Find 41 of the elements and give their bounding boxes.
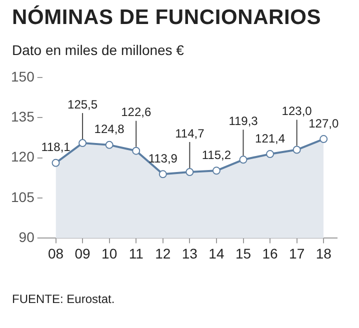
point xyxy=(52,158,60,167)
y-tick-label: 105 xyxy=(11,188,35,205)
point xyxy=(239,156,248,164)
x-tick-label: 14 xyxy=(208,245,224,262)
text: 122,6 xyxy=(121,105,152,120)
chart-title: NÓMINAS DE FUNCIONARIOS xyxy=(12,6,322,30)
text: 125,5 xyxy=(68,97,98,112)
point xyxy=(158,170,167,178)
x-tick-label: 18 xyxy=(316,245,332,262)
point xyxy=(292,146,301,154)
point xyxy=(132,146,140,155)
text: 113,9 xyxy=(148,151,178,166)
text: 114,7 xyxy=(175,126,204,140)
source-note: FUENTE: Eurostat. xyxy=(12,292,115,306)
text: 121,4 xyxy=(255,131,286,146)
text: 115,2 xyxy=(202,148,232,162)
point xyxy=(212,166,220,175)
point xyxy=(186,168,194,176)
y-tick-label: 120 xyxy=(11,148,35,165)
y-tick-label: 135 xyxy=(11,108,35,124)
y-tick-label: 150 xyxy=(11,68,35,84)
x-tick-label: 15 xyxy=(235,245,252,262)
point xyxy=(266,150,274,158)
y-tick-label: 90 xyxy=(18,229,35,246)
x-tick-label: 08 xyxy=(48,245,64,262)
x-tick-label: 12 xyxy=(155,245,171,262)
text: 118,1 xyxy=(41,140,70,154)
x-tick-label: 10 xyxy=(102,245,118,262)
x-tick-label: 11 xyxy=(128,245,144,262)
point xyxy=(78,139,87,148)
text: 123,0 xyxy=(282,104,312,118)
x-tick-label: 17 xyxy=(289,245,305,262)
text: 127,0 xyxy=(308,116,339,130)
chart-subtitle: Dato en miles de millones € xyxy=(12,42,184,58)
text: 124,8 xyxy=(94,122,124,136)
point xyxy=(105,140,114,149)
point xyxy=(320,135,328,144)
x-tick-label: 16 xyxy=(262,245,278,262)
x-tick-label: 09 xyxy=(74,245,91,262)
x-tick-label: 13 xyxy=(182,245,198,262)
text: 119,3 xyxy=(228,114,258,128)
